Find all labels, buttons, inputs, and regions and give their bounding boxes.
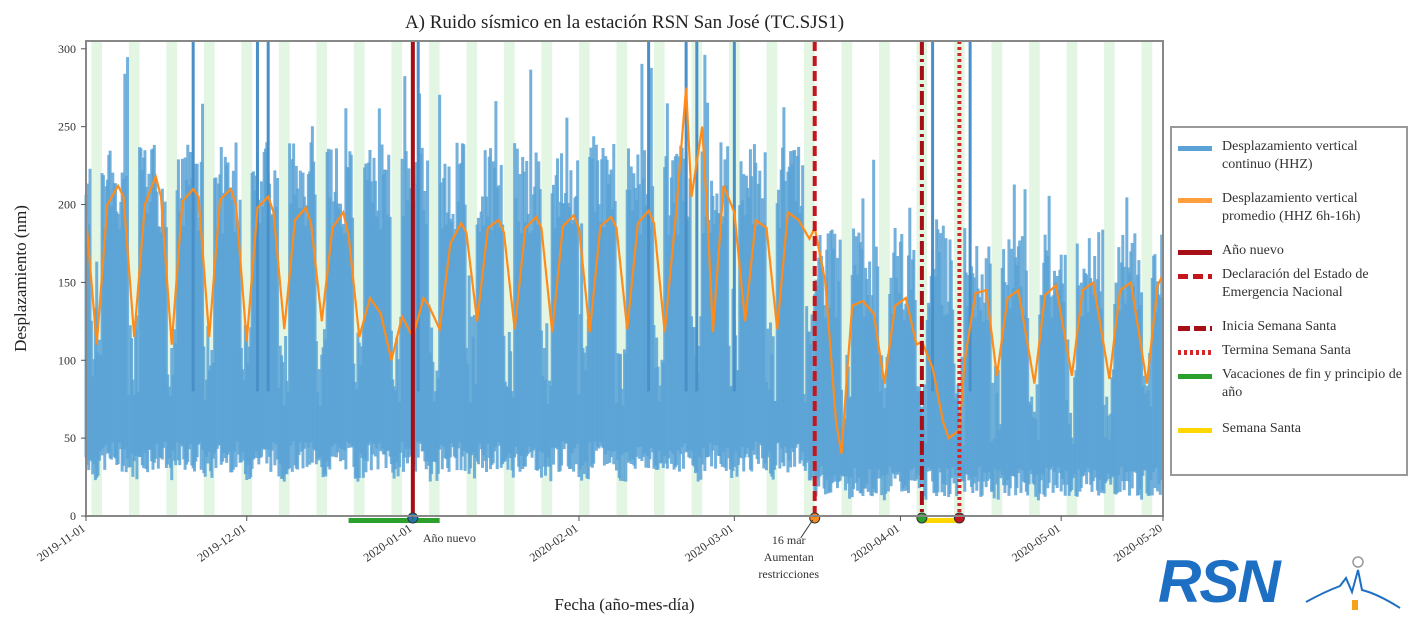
- span-semana-santa: [921, 518, 960, 523]
- y-tick-label: 150: [58, 275, 76, 289]
- annotation-restricciones-line: Aumentan: [764, 550, 814, 564]
- weekend-band: [241, 41, 253, 516]
- weekend-band: [203, 41, 215, 516]
- legend-label: Termina Semana Santa: [1222, 343, 1351, 358]
- weekend-band: [1066, 41, 1078, 516]
- y-tick-label: 250: [58, 120, 76, 134]
- x-axis-label: Fecha (año-mes-día): [554, 595, 694, 614]
- weekend-band: [278, 41, 290, 516]
- weekend-band: [353, 41, 365, 516]
- weekend-band: [1029, 41, 1040, 516]
- y-tick-label: 200: [58, 198, 76, 212]
- rsn-logo: RSN: [1158, 552, 1408, 618]
- y-axis-label: Desplazamiento (nm): [11, 205, 30, 352]
- weekend-band: [954, 41, 965, 516]
- legend-item: Termina Semana Santa: [1178, 342, 1404, 360]
- x-tick-label: 2020-02-01: [527, 521, 581, 565]
- y-tick-label: 300: [58, 42, 76, 56]
- legend-item: Desplazamiento vertical continuo (HHZ): [1178, 138, 1404, 174]
- series-hhz-average: [84, 87, 1164, 454]
- annotation-restricciones-line: restricciones: [758, 567, 819, 581]
- legend-label: Inicia Semana Santa: [1222, 319, 1337, 334]
- legend: Desplazamiento vertical continuo (HHZ) De…: [1170, 126, 1408, 476]
- legend-swatch: [1178, 374, 1212, 379]
- legend-item: Declaración del Estado de Emergencia Nac…: [1178, 266, 1404, 302]
- event-marker: [953, 512, 965, 524]
- legend-item: Desplazamiento vertical promedio (HHZ 6h…: [1178, 190, 1404, 226]
- annotation-ano-nuevo: Año nuevo: [423, 531, 476, 545]
- legend-item: Semana Santa: [1178, 420, 1404, 438]
- weekend-band: [1141, 41, 1153, 516]
- weekend-band: [166, 41, 178, 516]
- legend-item: Inicia Semana Santa: [1178, 318, 1404, 336]
- legend-label: Desplazamiento vertical promedio (HHZ 6h…: [1222, 191, 1361, 224]
- annotation-pointer: [800, 519, 814, 539]
- span-vacaciones-de-fin-y-principio-de-a-o: [348, 518, 440, 523]
- y-tick-label: 50: [64, 431, 76, 445]
- legend-swatch: [1178, 326, 1212, 331]
- legend-item: Vacaciones de fin y principio de año: [1178, 366, 1404, 402]
- x-tick-label: 2020-04-01: [848, 521, 902, 565]
- weekend-band: [991, 41, 1003, 516]
- weekend-band: [1104, 41, 1115, 516]
- x-tick-label: 2020-05-20: [1111, 521, 1165, 565]
- weekend-band: [128, 41, 140, 516]
- legend-swatch: [1178, 274, 1212, 279]
- legend-label: Semana Santa: [1222, 421, 1301, 436]
- legend-label: Año nuevo: [1222, 243, 1284, 258]
- weekend-band: [841, 41, 853, 516]
- x-tick-label: 2020-05-01: [1009, 521, 1063, 565]
- legend-label: Desplazamiento vertical continuo (HHZ): [1222, 139, 1358, 172]
- logo-text: RSN: [1158, 548, 1281, 615]
- plot-frame: [85, 40, 1164, 517]
- legend-item: Año nuevo: [1178, 242, 1404, 260]
- x-tick-label: 2020-03-01: [682, 521, 736, 565]
- series-hhz-continuous: [84, 41, 1164, 501]
- seismograph-icon: [1305, 556, 1401, 610]
- legend-label: Vacaciones de fin y principio de año: [1222, 367, 1402, 400]
- legend-swatch: [1178, 198, 1212, 203]
- y-tick-label: 100: [58, 353, 76, 367]
- x-tick-label: 2020-01-01: [361, 521, 415, 565]
- event-marker: [916, 512, 928, 524]
- weekend-band: [428, 41, 440, 516]
- annotation-restricciones-line: 16 mar: [772, 533, 806, 547]
- x-tick-label: 2019-12-01: [195, 521, 249, 565]
- weekend-band: [879, 41, 890, 516]
- y-tick-label: 0: [70, 509, 76, 523]
- chart-title: A) Ruido sísmico en la estación RSN San …: [405, 12, 844, 33]
- legend-swatch: [1178, 350, 1212, 355]
- weekend-band: [804, 41, 815, 516]
- x-tick-label: 2019-11-01: [34, 521, 88, 564]
- weekend-band: [391, 41, 403, 516]
- legend-label: Declaración del Estado de Emergencia Nac…: [1222, 267, 1369, 300]
- legend-swatch: [1178, 250, 1212, 255]
- legend-swatch: [1178, 146, 1212, 151]
- weekend-band: [316, 41, 328, 516]
- legend-swatch: [1178, 428, 1212, 433]
